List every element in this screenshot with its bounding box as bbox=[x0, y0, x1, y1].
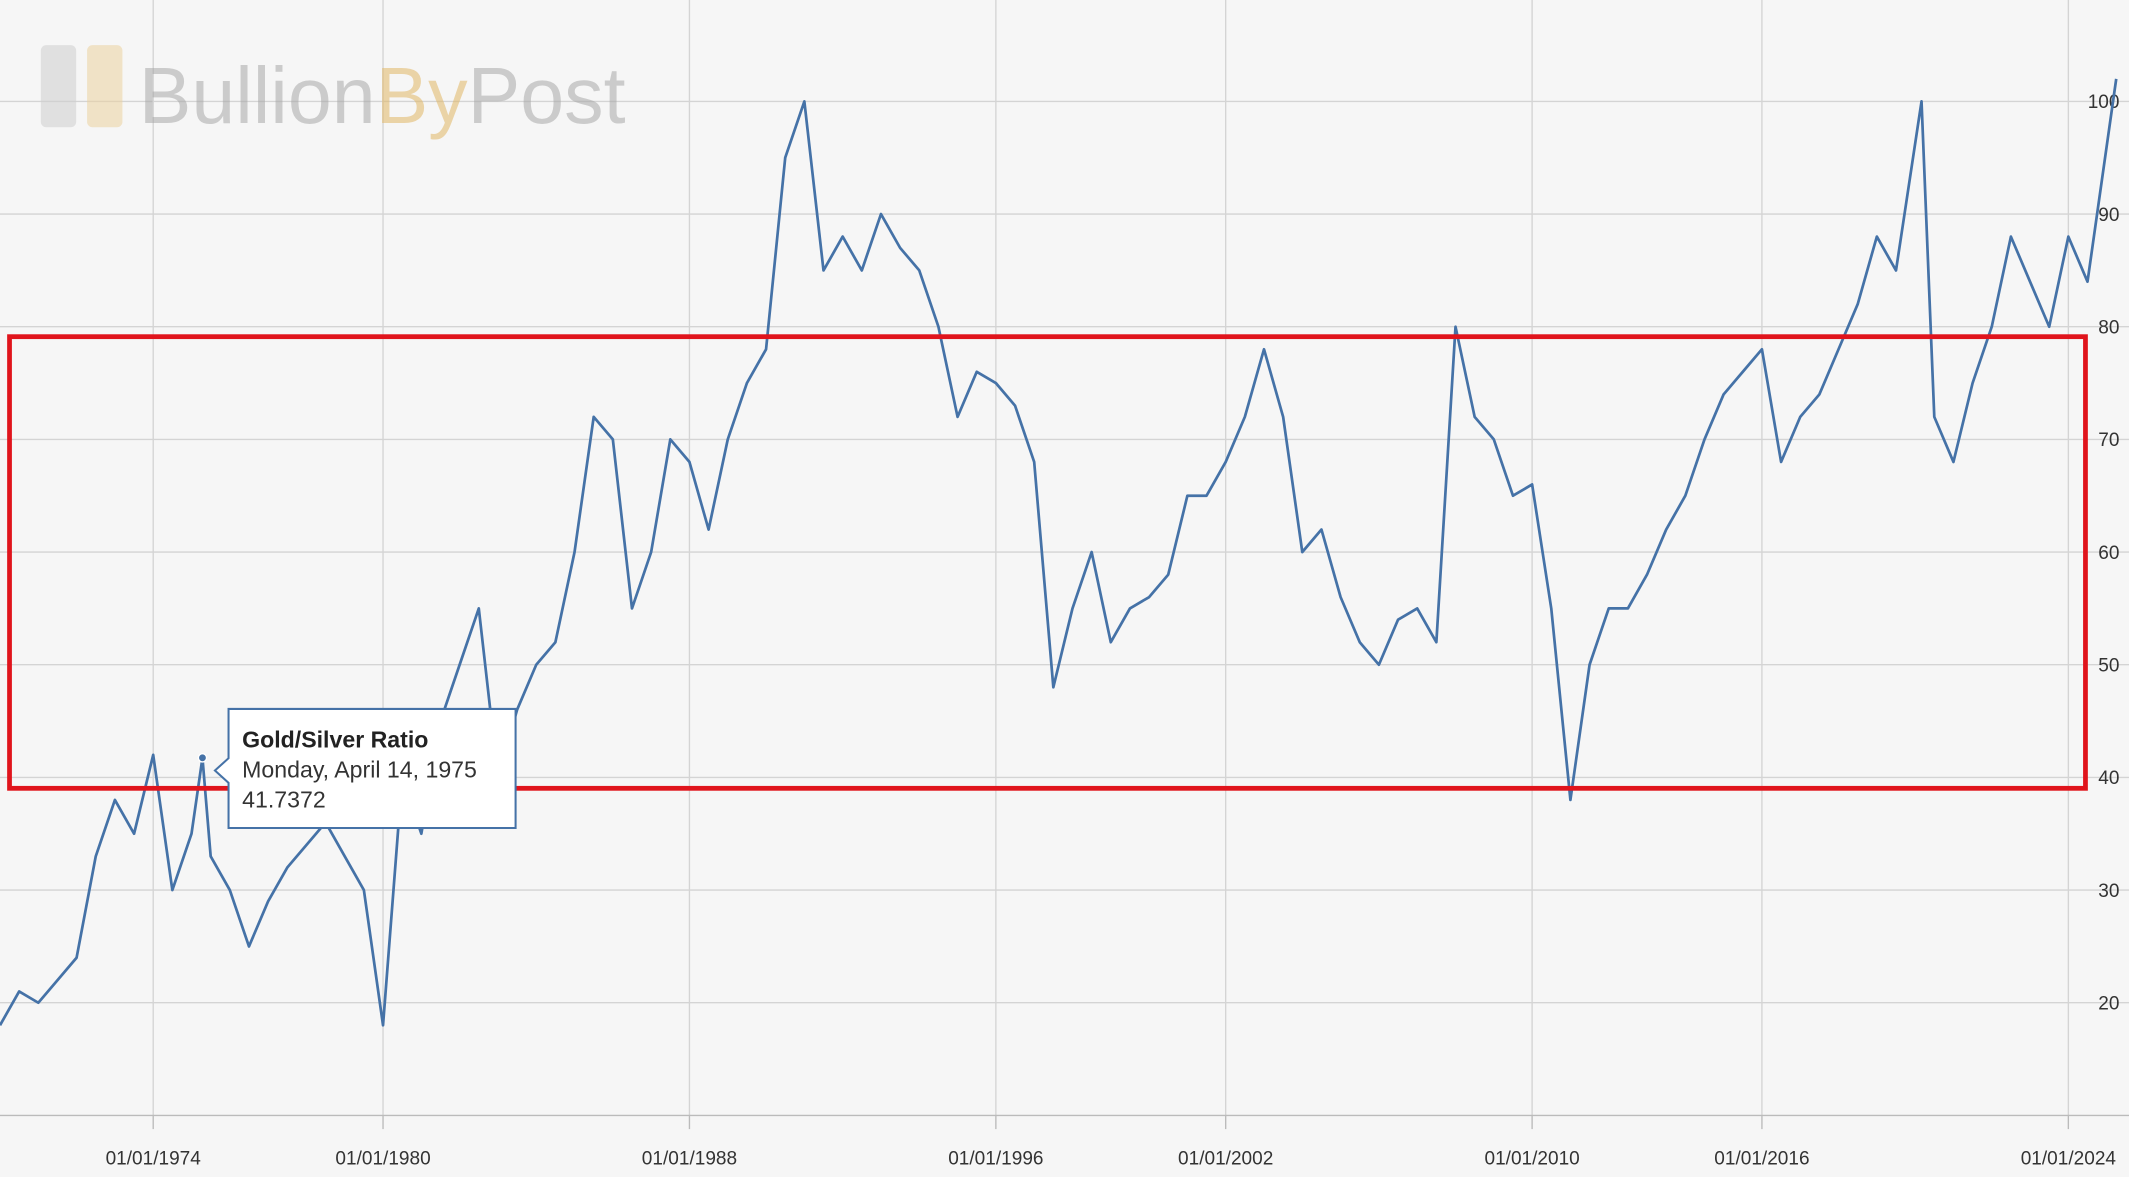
x-tick-label: 01/01/2016 bbox=[1714, 1149, 1809, 1170]
x-tick-label: 01/01/1980 bbox=[335, 1149, 430, 1170]
y-tick-label: 60 bbox=[2098, 543, 2119, 564]
y-tick-label: 80 bbox=[2098, 318, 2119, 339]
series-line bbox=[0, 78, 2118, 1027]
y-tick-label: 90 bbox=[2098, 205, 2119, 226]
highlight-box bbox=[7, 334, 2088, 791]
logo-text: BullionByPost bbox=[139, 51, 626, 140]
logo: BullionByPost bbox=[40, 45, 626, 140]
y-tick-label: 70 bbox=[2098, 430, 2119, 451]
tooltip-date: Monday, April 14, 1975 bbox=[242, 756, 477, 782]
logo-part: Post bbox=[468, 51, 626, 140]
x-tick-label: 01/01/2024 bbox=[2021, 1149, 2117, 1170]
logo-bar bbox=[87, 45, 123, 128]
x-tick-label: 01/01/2002 bbox=[1178, 1149, 1273, 1170]
x-tick-label: 01/01/2010 bbox=[1484, 1149, 1579, 1170]
tooltip: Gold/Silver Ratio Monday, April 14, 1975… bbox=[213, 707, 517, 830]
logo-bar bbox=[40, 45, 77, 128]
plot bbox=[0, 78, 2118, 1027]
x-tick-label: 01/01/1988 bbox=[642, 1149, 737, 1170]
y-tick-label: 50 bbox=[2098, 656, 2119, 677]
x-tick-label: 01/01/1974 bbox=[106, 1149, 202, 1170]
y-tick-label: 30 bbox=[2098, 881, 2119, 902]
logo-part: Bullion bbox=[139, 51, 376, 140]
tooltip-title: Gold/Silver Ratio bbox=[242, 726, 428, 752]
y-tick-label: 20 bbox=[2098, 994, 2119, 1015]
hover-point bbox=[197, 753, 208, 763]
tooltip-value: 41.7372 bbox=[242, 786, 326, 812]
x-tick-label: 01/01/1996 bbox=[948, 1149, 1043, 1170]
tooltip-box bbox=[213, 707, 517, 830]
logo-part: By bbox=[376, 51, 468, 140]
y-tick-label: 40 bbox=[2098, 768, 2119, 789]
